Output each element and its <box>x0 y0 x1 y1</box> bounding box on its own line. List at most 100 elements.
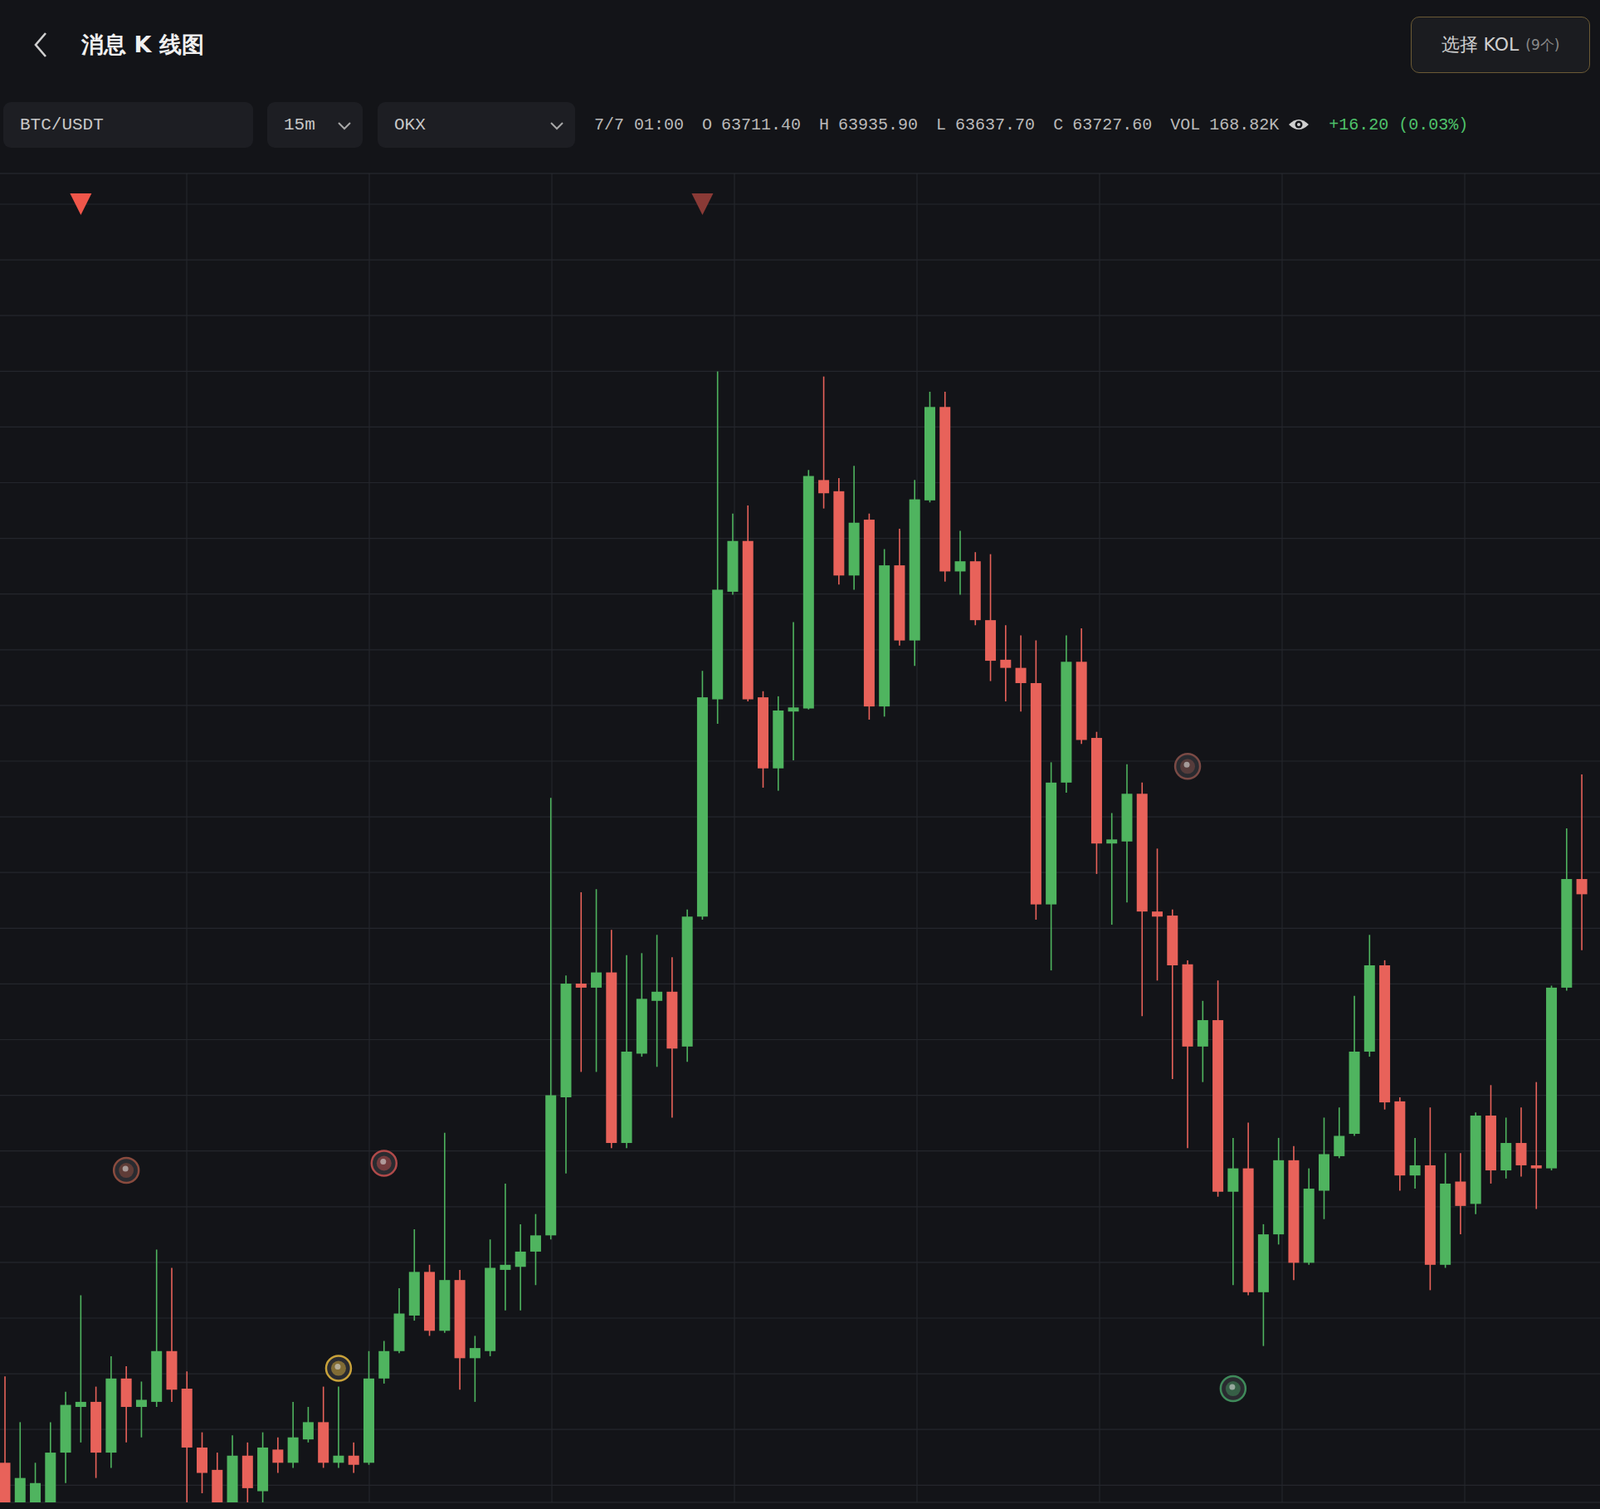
avatar-glyph <box>380 1158 386 1165</box>
candle-wick <box>262 1432 264 1503</box>
candle-wick <box>929 391 932 503</box>
candle-body <box>560 983 571 1098</box>
kol-avatar[interactable] <box>371 1150 397 1176</box>
candle-wick <box>1338 1107 1341 1158</box>
candle-body <box>165 1351 177 1390</box>
candle-body <box>211 1469 223 1503</box>
candle-body <box>1151 911 1163 917</box>
grid-line-v <box>1098 173 1100 1503</box>
candle-body <box>439 1279 450 1331</box>
candle-body <box>1273 1160 1284 1235</box>
toolbar-interval[interactable]: 15m <box>267 102 363 148</box>
candle-wick <box>898 528 901 646</box>
back-button[interactable] <box>29 28 55 62</box>
kol-avatar[interactable] <box>1175 753 1200 779</box>
avatar-ring <box>1175 753 1200 779</box>
grid-line-h <box>0 1429 1600 1430</box>
candle-wick <box>141 1380 143 1437</box>
candle-wick <box>1535 1082 1537 1210</box>
message-flag[interactable] <box>691 193 713 215</box>
candle-wick <box>322 1386 325 1469</box>
eye-shape <box>1288 119 1309 130</box>
kol-avatar[interactable] <box>1220 1375 1246 1401</box>
candle-body <box>924 406 936 501</box>
candle-wick <box>1565 828 1568 991</box>
candle-body <box>1454 1181 1466 1206</box>
info-label: H <box>819 115 830 135</box>
candle-wick <box>823 376 825 509</box>
candle-body <box>409 1271 420 1316</box>
candle-body <box>515 1251 527 1267</box>
grid-line-v <box>733 173 735 1503</box>
candle-body <box>317 1421 329 1463</box>
candle-body <box>1212 1019 1224 1192</box>
candle-wick <box>1369 934 1371 1057</box>
candle-wick <box>443 1132 446 1333</box>
candle-wick <box>489 1239 492 1357</box>
candle-body <box>454 1279 466 1358</box>
candle-wick <box>1505 1117 1508 1178</box>
candle-body <box>1076 661 1088 740</box>
candle-body <box>1409 1165 1421 1176</box>
eye-dot <box>1297 122 1301 127</box>
candle-wick <box>1019 634 1022 712</box>
candle-body <box>1349 1051 1361 1134</box>
candle-wick <box>1490 1084 1493 1184</box>
candle-body <box>348 1455 360 1465</box>
toolbar-exchange-text: OKX <box>394 115 426 135</box>
candle-body <box>1546 987 1557 1169</box>
candle-body <box>788 707 800 712</box>
candle-wick <box>1399 1097 1401 1191</box>
chart <box>0 0 1600 1509</box>
grid-line-h <box>0 203 1600 205</box>
candle-body <box>1030 682 1042 905</box>
candle-body <box>1500 1142 1512 1171</box>
candle-body <box>0 1462 11 1503</box>
candle-wick <box>913 479 916 666</box>
candle-wick <box>1156 848 1159 981</box>
candle-wick <box>1171 909 1174 1079</box>
candle-wick <box>1429 1107 1432 1290</box>
grid-line-h <box>0 426 1600 428</box>
candle-body <box>1470 1115 1482 1204</box>
plot-frame-top <box>0 173 1600 175</box>
kol-button[interactable]: 选择 KOL(9个) <box>1410 16 1591 74</box>
candle-wick <box>49 1421 52 1503</box>
toolbar-exchange[interactable]: OKX <box>377 102 576 148</box>
candle-wick <box>125 1365 127 1443</box>
candle-body <box>878 565 890 707</box>
candle-wick <box>641 952 644 1057</box>
kol-button-label: 选择 KOL <box>1441 32 1520 58</box>
kol-avatar[interactable] <box>326 1356 352 1381</box>
message-flag[interactable] <box>69 193 92 215</box>
candle-wick <box>1263 1224 1265 1347</box>
chevron-path <box>338 122 351 129</box>
candle-body <box>1303 1188 1315 1263</box>
candle-wick <box>595 888 598 1072</box>
toolbar-pair[interactable]: BTC/USDT <box>3 102 254 148</box>
candle-wick <box>1050 761 1053 971</box>
candle-wick <box>292 1401 294 1468</box>
candle-wick <box>656 934 659 1067</box>
grid-line-h <box>0 370 1600 372</box>
candle-body <box>1333 1135 1345 1156</box>
info-value: 63727.60 <box>1072 115 1152 135</box>
candle-body <box>726 541 738 592</box>
candle-wick <box>974 551 976 625</box>
candle-wick <box>702 670 704 920</box>
info-value: 168.82K <box>1209 115 1279 135</box>
candle-body <box>636 998 648 1054</box>
candle-body <box>1516 1142 1527 1166</box>
candle-wick <box>247 1442 249 1503</box>
candle-body <box>378 1351 390 1379</box>
candle-wick <box>1217 980 1220 1197</box>
candle-wick <box>883 549 886 718</box>
kol-avatar[interactable] <box>113 1157 139 1183</box>
eye-icon[interactable] <box>1287 116 1311 133</box>
candle-wick <box>1278 1137 1280 1244</box>
candle-body <box>575 983 587 988</box>
candle-body <box>1485 1115 1497 1171</box>
candle-wick <box>4 1375 6 1503</box>
candle-body <box>682 916 693 1047</box>
candle-wick <box>19 1421 21 1503</box>
